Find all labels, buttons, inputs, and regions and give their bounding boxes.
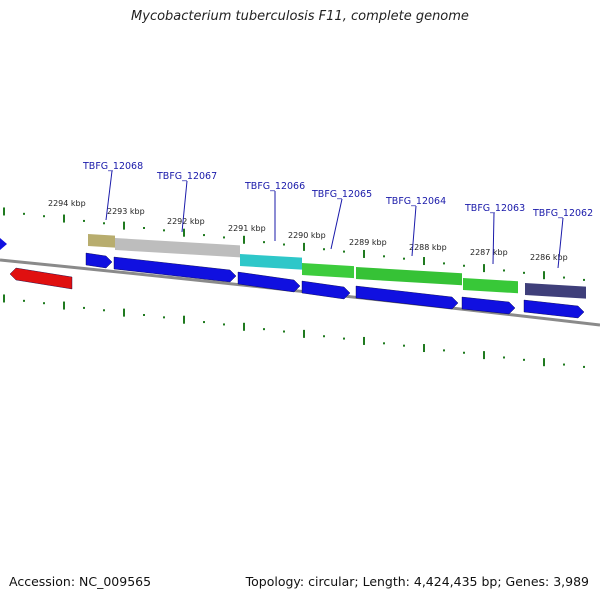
scale-dot <box>383 255 385 258</box>
map-title: Mycobacterium tuberculosis F11, complete… <box>131 9 469 24</box>
gene-band <box>115 238 240 258</box>
scale-dot <box>583 278 585 281</box>
cds-arrow-reverse <box>9 267 73 290</box>
scale-dot <box>203 234 205 237</box>
scale-dot <box>83 306 85 309</box>
locus-label: TBFG_12067 <box>156 171 217 182</box>
cds-arrow <box>113 256 237 283</box>
scale-dot <box>43 302 45 305</box>
cds-arrow <box>523 299 585 319</box>
locus-leader <box>492 212 495 265</box>
locus-leader <box>181 180 188 233</box>
locus-leader <box>557 217 564 269</box>
cds-arrow <box>85 252 113 269</box>
scale-dot <box>443 262 445 265</box>
scale-label: 2289 kbp <box>349 238 387 247</box>
scale-dot <box>403 257 405 260</box>
scale-dot <box>83 219 85 222</box>
cds-arrow <box>237 271 301 293</box>
scale-dot <box>263 328 265 331</box>
gene-bands <box>88 234 586 299</box>
gene-band <box>88 234 115 248</box>
scale-dot <box>563 276 565 279</box>
scale-dot <box>103 222 105 225</box>
locus-label: TBFG_12063 <box>464 203 525 214</box>
genome-backbone <box>0 258 600 327</box>
scale-labels: 2294 kbp 2293 kbp 2292 kbp 2291 kbp 2290 kbp… <box>48 199 568 262</box>
scale-dot <box>563 363 565 366</box>
scale-dot <box>523 271 525 274</box>
scale-dot <box>503 269 505 272</box>
scale-dot <box>203 321 205 324</box>
scale-dot <box>23 299 25 302</box>
gene-band <box>302 263 354 279</box>
scale-dot <box>323 248 325 251</box>
locus-leader <box>411 205 417 257</box>
scale-dot <box>463 351 465 354</box>
cds-arrow <box>0 238 7 250</box>
scale-dot <box>283 243 285 246</box>
scale-label: 2290 kbp <box>288 231 326 240</box>
scale-dot <box>263 241 265 244</box>
scale-dot <box>463 264 465 267</box>
cds-arrow <box>461 296 516 315</box>
scale-dot <box>443 349 445 352</box>
scale-label: 2293 kbp <box>107 207 145 216</box>
scale-label: 2291 kbp <box>228 224 266 233</box>
scale-dot <box>43 215 45 218</box>
scale-label: 2294 kbp <box>48 199 86 208</box>
gene-band <box>525 283 586 299</box>
scale-label: 2288 kbp <box>409 243 447 252</box>
scale-label: 2292 kbp <box>167 217 205 226</box>
scale-dot <box>403 344 405 347</box>
locus-leader <box>105 170 113 221</box>
gene-band <box>463 278 518 294</box>
genome-summary: Topology: circular; Length: 4,424,435 bp… <box>245 574 589 589</box>
scale-dot <box>223 236 225 239</box>
scale-dot <box>583 365 585 368</box>
scale-dot <box>223 323 225 326</box>
locus-label: TBFG_12064 <box>385 196 446 207</box>
scale-dot <box>383 342 385 345</box>
scale-dot <box>283 330 285 333</box>
scale-dot <box>23 212 25 215</box>
scale-dot <box>503 356 505 359</box>
cds-arrow <box>355 285 459 310</box>
scale-dot <box>323 335 325 338</box>
locus-label: TBFG_12068 <box>82 161 143 172</box>
scale-label: 2286 kbp <box>530 253 568 262</box>
cds-features <box>0 238 585 319</box>
locus-labels: TBFG_12068 TBFG_12067 TBFG_12066 TBFG_12065… <box>82 161 593 269</box>
locus-label: TBFG_12062 <box>532 208 593 219</box>
scale-dot <box>163 229 165 232</box>
scale-dot <box>143 226 145 229</box>
scale-dot <box>143 313 145 316</box>
scale-dot <box>163 316 165 319</box>
locus-label: TBFG_12065 <box>311 189 372 200</box>
scale-dot <box>343 337 345 340</box>
tick-rows <box>3 207 585 368</box>
accession-text: Accession: NC_009565 <box>9 574 152 589</box>
locus-label: TBFG_12066 <box>244 181 305 192</box>
gene-band <box>240 254 302 270</box>
scale-dot <box>103 309 105 312</box>
cds-arrow <box>301 280 351 300</box>
locus-leader <box>330 198 343 250</box>
scale-dot <box>343 250 345 253</box>
scale-label: 2287 kbp <box>470 248 508 257</box>
scale-dot <box>523 358 525 361</box>
gene-band <box>356 267 462 286</box>
